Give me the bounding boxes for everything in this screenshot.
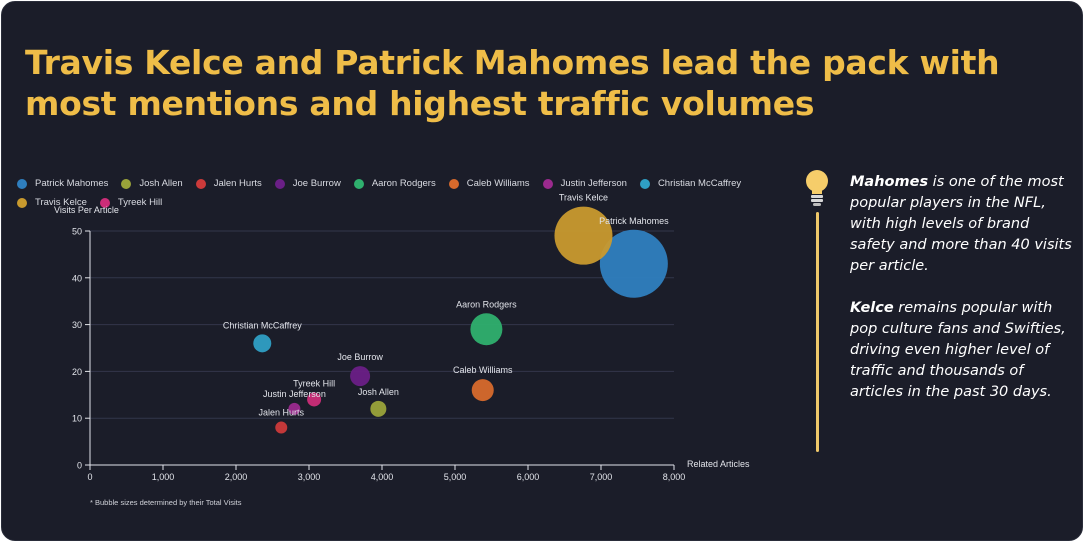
insight-kelce-text: remains popular with pop culture fans an… — [850, 300, 1066, 400]
bubble-jalen-hurts — [275, 421, 288, 434]
insight-mahomes: Mahomes is one of the most popular playe… — [850, 172, 1078, 277]
legend-item-caleb-williams[interactable]: Caleb Williams — [448, 177, 530, 190]
legend-item-jalen-hurts[interactable]: Jalen Hurts — [195, 177, 262, 190]
bubble-aaron-rodgers — [470, 313, 503, 346]
bubble-christian-mccaffrey — [253, 334, 272, 353]
insight-divider — [816, 212, 819, 452]
bubble-josh-allen — [370, 400, 387, 417]
x-tick-label: 5,000 — [444, 472, 467, 482]
legend-swatch — [353, 178, 364, 189]
insight-mahomes-name: Mahomes — [850, 174, 929, 190]
legend-label: Tyreek Hill — [117, 197, 163, 208]
legend-label: Justin Jefferson — [560, 178, 627, 189]
legend-label: Travis Kelce — [35, 197, 87, 208]
bubble-label-justin-jefferson: Justin Jefferson — [263, 389, 326, 399]
legend-item-justin-jefferson[interactable]: Justin Jefferson — [542, 177, 627, 190]
legend-label: Patrick Mahomes — [35, 178, 109, 189]
bubble-tyreek-hill — [307, 392, 322, 407]
bubble-caleb-williams — [471, 379, 494, 402]
lightbulb-icon — [806, 170, 828, 206]
x-tick-label: 3,000 — [298, 472, 321, 482]
insight-kelce-name: Kelce — [850, 300, 894, 316]
x-tick-label: 1,000 — [152, 472, 175, 482]
y-tick-label: 20 — [72, 367, 82, 377]
bubble-label-josh-allen: Josh Allen — [358, 387, 399, 397]
legend-swatch — [99, 197, 110, 208]
legend-item-patrick-mahomes[interactable]: Patrick Mahomes — [17, 177, 108, 190]
legend-label: Josh Allen — [139, 178, 183, 189]
legend-item-josh-allen[interactable]: Josh Allen — [121, 177, 183, 190]
legend-swatch — [274, 178, 285, 189]
insight-kelce: Kelce remains popular with pop culture f… — [850, 298, 1078, 403]
bubble-joe-burrow — [350, 366, 371, 387]
x-tick-label: 8,000 — [663, 472, 686, 482]
bubble-label-jalen-hurts: Jalen Hurts — [258, 408, 304, 418]
x-axis-title: Related Articles — [687, 459, 750, 469]
insight-mahomes-text: is one of the most popular players in th… — [850, 174, 1072, 274]
legend-label: Caleb Williams — [466, 178, 530, 189]
insight-panel: Mahomes is one of the most popular playe… — [802, 168, 1072, 458]
legend-label: Joe Burrow — [292, 178, 341, 189]
y-tick-label: 0 — [77, 461, 82, 471]
bubble-label-joe-burrow: Joe Burrow — [337, 352, 383, 362]
legend-label: Jalen Hurts — [213, 178, 262, 189]
x-tick-label: 4,000 — [371, 472, 394, 482]
x-tick-label: 0 — [87, 472, 92, 482]
chart-legend: Patrick Mahomes Josh Allen Jalen Hurts Joe … — [17, 177, 797, 209]
legend-item-tyreek-hill[interactable]: Tyreek Hill — [99, 196, 163, 209]
bubble-label-caleb-williams: Caleb Williams — [453, 365, 513, 375]
bubble-label-christian-mccaffrey: Christian McCaffrey — [223, 320, 302, 330]
legend-label: Aaron Rodgers — [371, 178, 436, 189]
legend-label: Christian McCaffrey — [657, 178, 742, 189]
bubble-justin-jefferson — [288, 402, 301, 415]
legend-swatch — [17, 178, 27, 189]
legend-swatch — [542, 178, 553, 189]
legend-swatch — [639, 178, 650, 189]
y-tick-label: 40 — [72, 273, 82, 283]
x-tick-label: 7,000 — [590, 472, 613, 482]
page-title: Travis Kelce and Patrick Mahomes lead th… — [25, 43, 1000, 123]
legend-item-christian-mccaffrey[interactable]: Christian McCaffrey — [639, 177, 742, 190]
x-tick-label: 2,000 — [225, 472, 248, 482]
insight-text: Mahomes is one of the most popular playe… — [850, 172, 1078, 424]
y-axis-title: Visits Per Article — [54, 205, 119, 215]
bubble-label-patrick-mahomes: Patrick Mahomes — [599, 216, 669, 226]
y-tick-label: 10 — [72, 414, 82, 424]
bubble-travis-kelce — [554, 206, 613, 265]
bubble-label-tyreek-hill: Tyreek Hill — [293, 378, 335, 388]
bubble-patrick-mahomes — [599, 229, 668, 298]
bubble-label-travis-kelce: Travis Kelce — [559, 193, 608, 203]
bubble-chart: 0 10 20 30 40 50 0 1,000 2,000 3,000 4,000 5,000 6,0… — [54, 193, 750, 482]
legend-swatch — [195, 178, 206, 189]
legend-item-joe-burrow[interactable]: Joe Burrow — [274, 177, 341, 190]
y-tick-label: 50 — [72, 227, 82, 237]
x-tick-label: 6,000 — [517, 472, 540, 482]
bubble-size-footnote: * Bubble sizes determined by their Total… — [90, 498, 242, 507]
y-tick-label: 30 — [72, 320, 82, 330]
bubble-label-aaron-rodgers: Aaron Rodgers — [456, 299, 517, 309]
legend-swatch — [121, 178, 132, 189]
legend-item-aaron-rodgers[interactable]: Aaron Rodgers — [353, 177, 436, 190]
legend-item-travis-kelce[interactable]: Travis Kelce — [17, 196, 87, 209]
legend-swatch — [448, 178, 459, 189]
legend-swatch — [17, 197, 27, 208]
